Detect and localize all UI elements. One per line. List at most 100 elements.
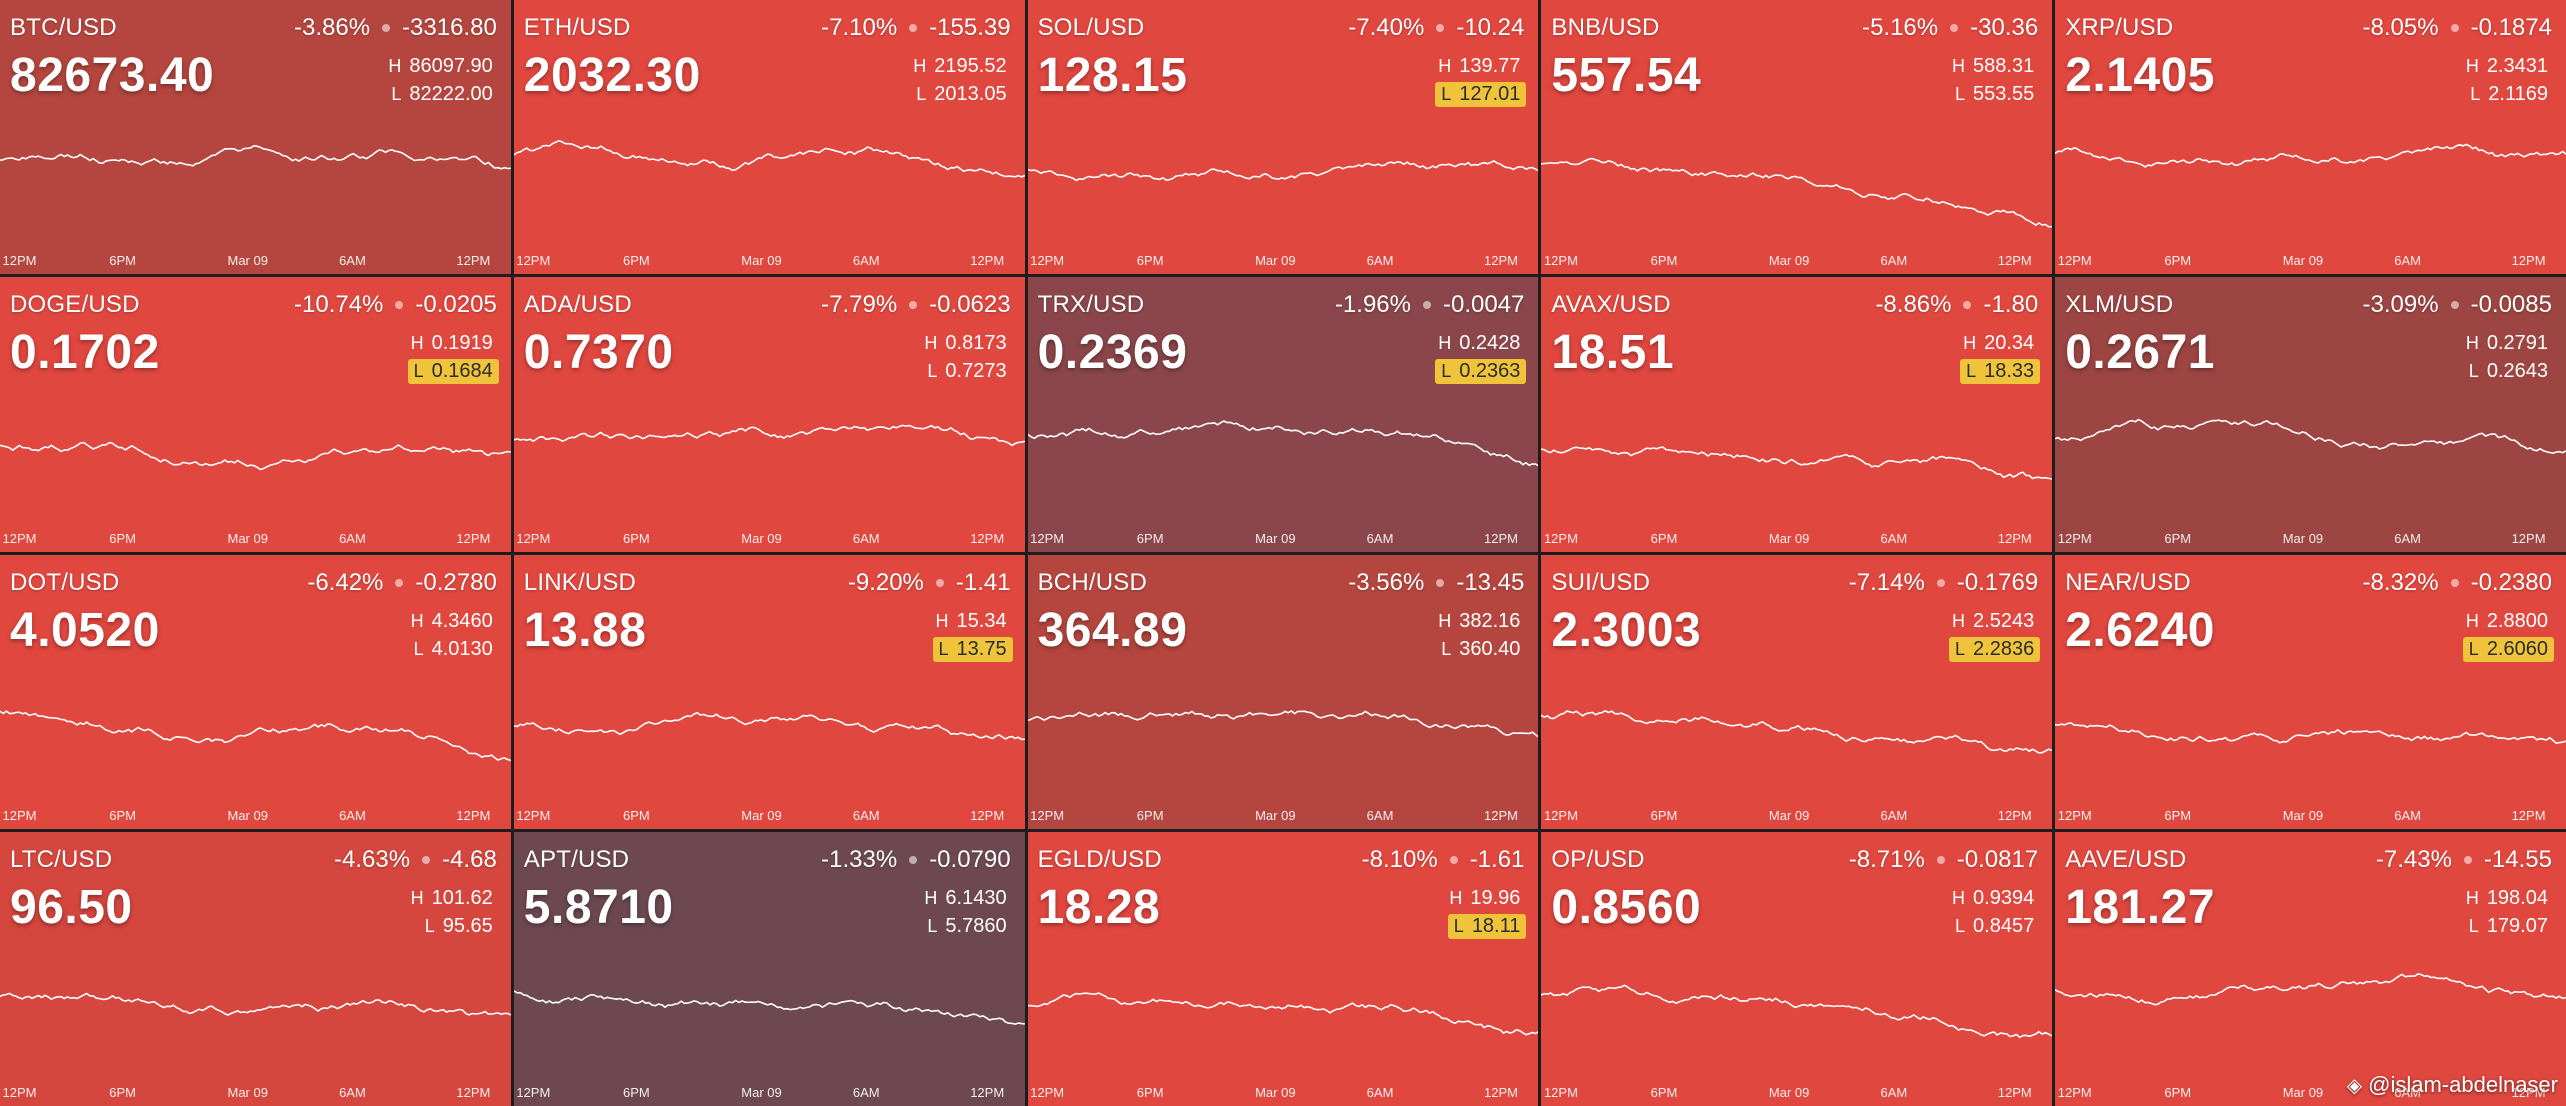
- high-value: 382.16: [1459, 609, 1521, 632]
- last-price: 0.8560: [1551, 880, 1702, 934]
- time-axis: 12PM 6PM Mar 09 6AM 12PM: [2055, 808, 2566, 826]
- high-low-box: H 2.8800 L 2.6060: [2460, 609, 2554, 662]
- sparkline-chart: [1541, 984, 2053, 1038]
- change-percent: -7.43%: [2375, 845, 2452, 873]
- ticker-tile-eth[interactable]: ETH/USD -7.10% -155.39 2032.30 H 2195.52…: [513, 0, 1025, 275]
- high-label: H: [410, 887, 424, 908]
- high-label: H: [410, 610, 424, 631]
- low-value: 0.8457: [1973, 914, 2035, 937]
- change-absolute: -1.61: [1469, 845, 1525, 873]
- time-axis-label: 6AM: [1366, 1085, 1394, 1100]
- last-price: 96.50: [10, 880, 133, 934]
- change-absolute: -0.1874: [2470, 14, 2552, 41]
- time-axis-label: 6PM: [2164, 1085, 2192, 1100]
- time-axis-label: Mar 09: [741, 807, 782, 823]
- sparkline-chart: [1027, 991, 1539, 1036]
- last-price: 2032.30: [523, 49, 701, 102]
- low-value: 0.2363: [1459, 360, 1521, 383]
- ticker-tile-avax[interactable]: AVAX/USD -8.86% -1.80 18.51 H 20.34 L 18…: [1541, 277, 2053, 552]
- time-axis-label: 12PM: [2, 530, 37, 546]
- time-axis-label: 6AM: [852, 807, 880, 823]
- low-value: 2.1169: [2488, 83, 2548, 105]
- low-row: L 553.55: [1949, 82, 2040, 107]
- time-axis-label: Mar 09: [1255, 1085, 1296, 1100]
- time-axis-label: Mar 09: [1768, 530, 1810, 546]
- high-value: 0.2428: [1459, 332, 1521, 355]
- ticker-symbol: OP/USD: [1551, 845, 1645, 873]
- ticker-tile-trx[interactable]: TRX/USD -1.96% -0.0047 0.2369 H 0.2428 L…: [1027, 277, 1539, 552]
- watermark: ◈ @islam-abdelnaser: [2347, 1072, 2558, 1098]
- ticker-tile-xlm[interactable]: XLM/USD -3.09% -0.0085 0.2671 H 0.2791 L…: [2055, 277, 2566, 552]
- low-label: L: [2470, 84, 2481, 104]
- ticker-change: -7.79% -0.0623: [821, 291, 1010, 319]
- ticker-change: -7.43% -14.55: [2376, 846, 2552, 874]
- time-axis-label: Mar 09: [2282, 253, 2324, 269]
- ticker-tile-aave[interactable]: AAVE/USD -7.43% -14.55 181.27 H 198.04 L…: [2055, 831, 2566, 1106]
- high-row: H 19.96: [1443, 886, 1526, 911]
- high-label: H: [1438, 610, 1452, 631]
- ticker-tile-ada[interactable]: ADA/USD -7.79% -0.0623 0.7370 H 0.8173 L…: [513, 277, 1025, 552]
- ticker-tile-op[interactable]: OP/USD -8.71% -0.0817 0.8560 H 0.9394 L …: [1541, 831, 2053, 1106]
- ticker-tile-bnb[interactable]: BNB/USD -5.16% -30.36 557.54 H 588.31 L …: [1541, 0, 2053, 275]
- high-row: H 86097.90: [382, 54, 498, 79]
- change-percent: -7.40%: [1348, 14, 1425, 41]
- ticker-tile-near[interactable]: NEAR/USD -8.32% -0.2380 2.6240 H 2.8800 …: [2055, 554, 2566, 829]
- sparkline-chart: [1541, 157, 2053, 228]
- time-axis: 12PM 6PM Mar 09 6AM 12PM: [514, 531, 1025, 549]
- ticker-tile-egld[interactable]: EGLD/USD -8.10% -1.61 18.28 H 19.96 L 18…: [1027, 831, 1539, 1106]
- change-percent: -1.96%: [1334, 291, 1411, 319]
- separator-dot: [395, 301, 404, 310]
- ticker-change: -5.16% -30.36: [1862, 14, 2038, 42]
- high-row: H 20.34: [1957, 331, 2040, 356]
- low-label: L: [424, 915, 435, 936]
- ticker-symbol: AAVE/USD: [2065, 845, 2187, 873]
- high-row: H 0.1919: [405, 331, 499, 356]
- time-axis-label: 6AM: [339, 807, 366, 823]
- sparkline-path: [2055, 721, 2566, 744]
- high-row: H 382.16: [1432, 609, 1526, 634]
- high-value: 15.34: [956, 609, 1007, 632]
- ticker-tile-ltc[interactable]: LTC/USD -4.63% -4.68 96.50 H 101.62 L 95…: [0, 831, 511, 1106]
- time-axis-label: 6PM: [109, 1085, 136, 1100]
- ticker-tile-btc[interactable]: BTC/USD -3.86% -3316.80 82673.40 H 86097…: [0, 0, 511, 275]
- high-value: 86097.90: [409, 55, 493, 77]
- low-row: L 0.2643: [2463, 359, 2554, 384]
- watermark-text: @islam-abdelnaser: [2368, 1072, 2558, 1097]
- last-price: 18.28: [1037, 880, 1161, 934]
- ticker-tile-sui[interactable]: SUI/USD -7.14% -0.1769 2.3003 H 2.5243 L…: [1541, 554, 2053, 829]
- ticker-tile-doge[interactable]: DOGE/USD -10.74% -0.0205 0.1702 H 0.1919…: [0, 277, 511, 552]
- ticker-tile-apt[interactable]: APT/USD -1.33% -0.0790 5.8710 H 6.1430 L…: [513, 831, 1025, 1106]
- high-row: H 2.3431: [2460, 54, 2554, 79]
- sparkline-chart: [1541, 446, 2053, 481]
- time-axis-label: Mar 09: [227, 530, 268, 546]
- ticker-tile-link[interactable]: LINK/USD -9.20% -1.41 13.88 H 15.34 L 13…: [513, 554, 1025, 829]
- high-value: 139.77: [1459, 55, 1521, 77]
- ticker-tile-dot[interactable]: DOT/USD -6.42% -0.2780 4.0520 H 4.3460 L…: [0, 554, 511, 829]
- ticker-symbol: APT/USD: [523, 845, 630, 873]
- high-value: 2.5243: [1973, 609, 2035, 632]
- time-axis-label: 6PM: [623, 253, 650, 269]
- time-axis: 12PM 6PM Mar 09 6AM 12PM: [1028, 808, 1539, 826]
- ticker-tile-xrp[interactable]: XRP/USD -8.05% -0.1874 2.1405 H 2.3431 L…: [2055, 0, 2566, 275]
- separator-dot: [2450, 578, 2459, 587]
- time-axis-label: 12PM: [1030, 530, 1065, 546]
- time-axis-label: 12PM: [1997, 1085, 2032, 1100]
- sparkline-chart: [1027, 709, 1539, 738]
- time-axis-label: Mar 09: [2282, 1085, 2324, 1100]
- last-price: 0.7370: [523, 326, 674, 380]
- high-row: H 2195.52: [907, 54, 1012, 79]
- ticker-change: -3.56% -13.45: [1348, 569, 1524, 597]
- ticker-tile-bch[interactable]: BCH/USD -3.56% -13.45 364.89 H 382.16 L …: [1027, 554, 1539, 829]
- ticker-change: -7.10% -155.39: [821, 14, 1010, 42]
- time-axis-label: Mar 09: [741, 1085, 782, 1100]
- time-axis-label: 12PM: [1483, 530, 1518, 546]
- sparkline-path: [0, 145, 511, 170]
- ticker-change: -10.74% -0.0205: [294, 291, 497, 319]
- ticker-tile-sol[interactable]: SOL/USD -7.40% -10.24 128.15 H 139.77 L …: [1027, 0, 1539, 275]
- high-value: 588.31: [1973, 55, 2035, 77]
- ticker-symbol: SOL/USD: [1037, 14, 1145, 41]
- time-axis-label: 6PM: [2164, 253, 2192, 269]
- low-label: L: [927, 361, 938, 382]
- sparkline-path: [513, 424, 1025, 447]
- time-axis-label: 6PM: [109, 253, 136, 269]
